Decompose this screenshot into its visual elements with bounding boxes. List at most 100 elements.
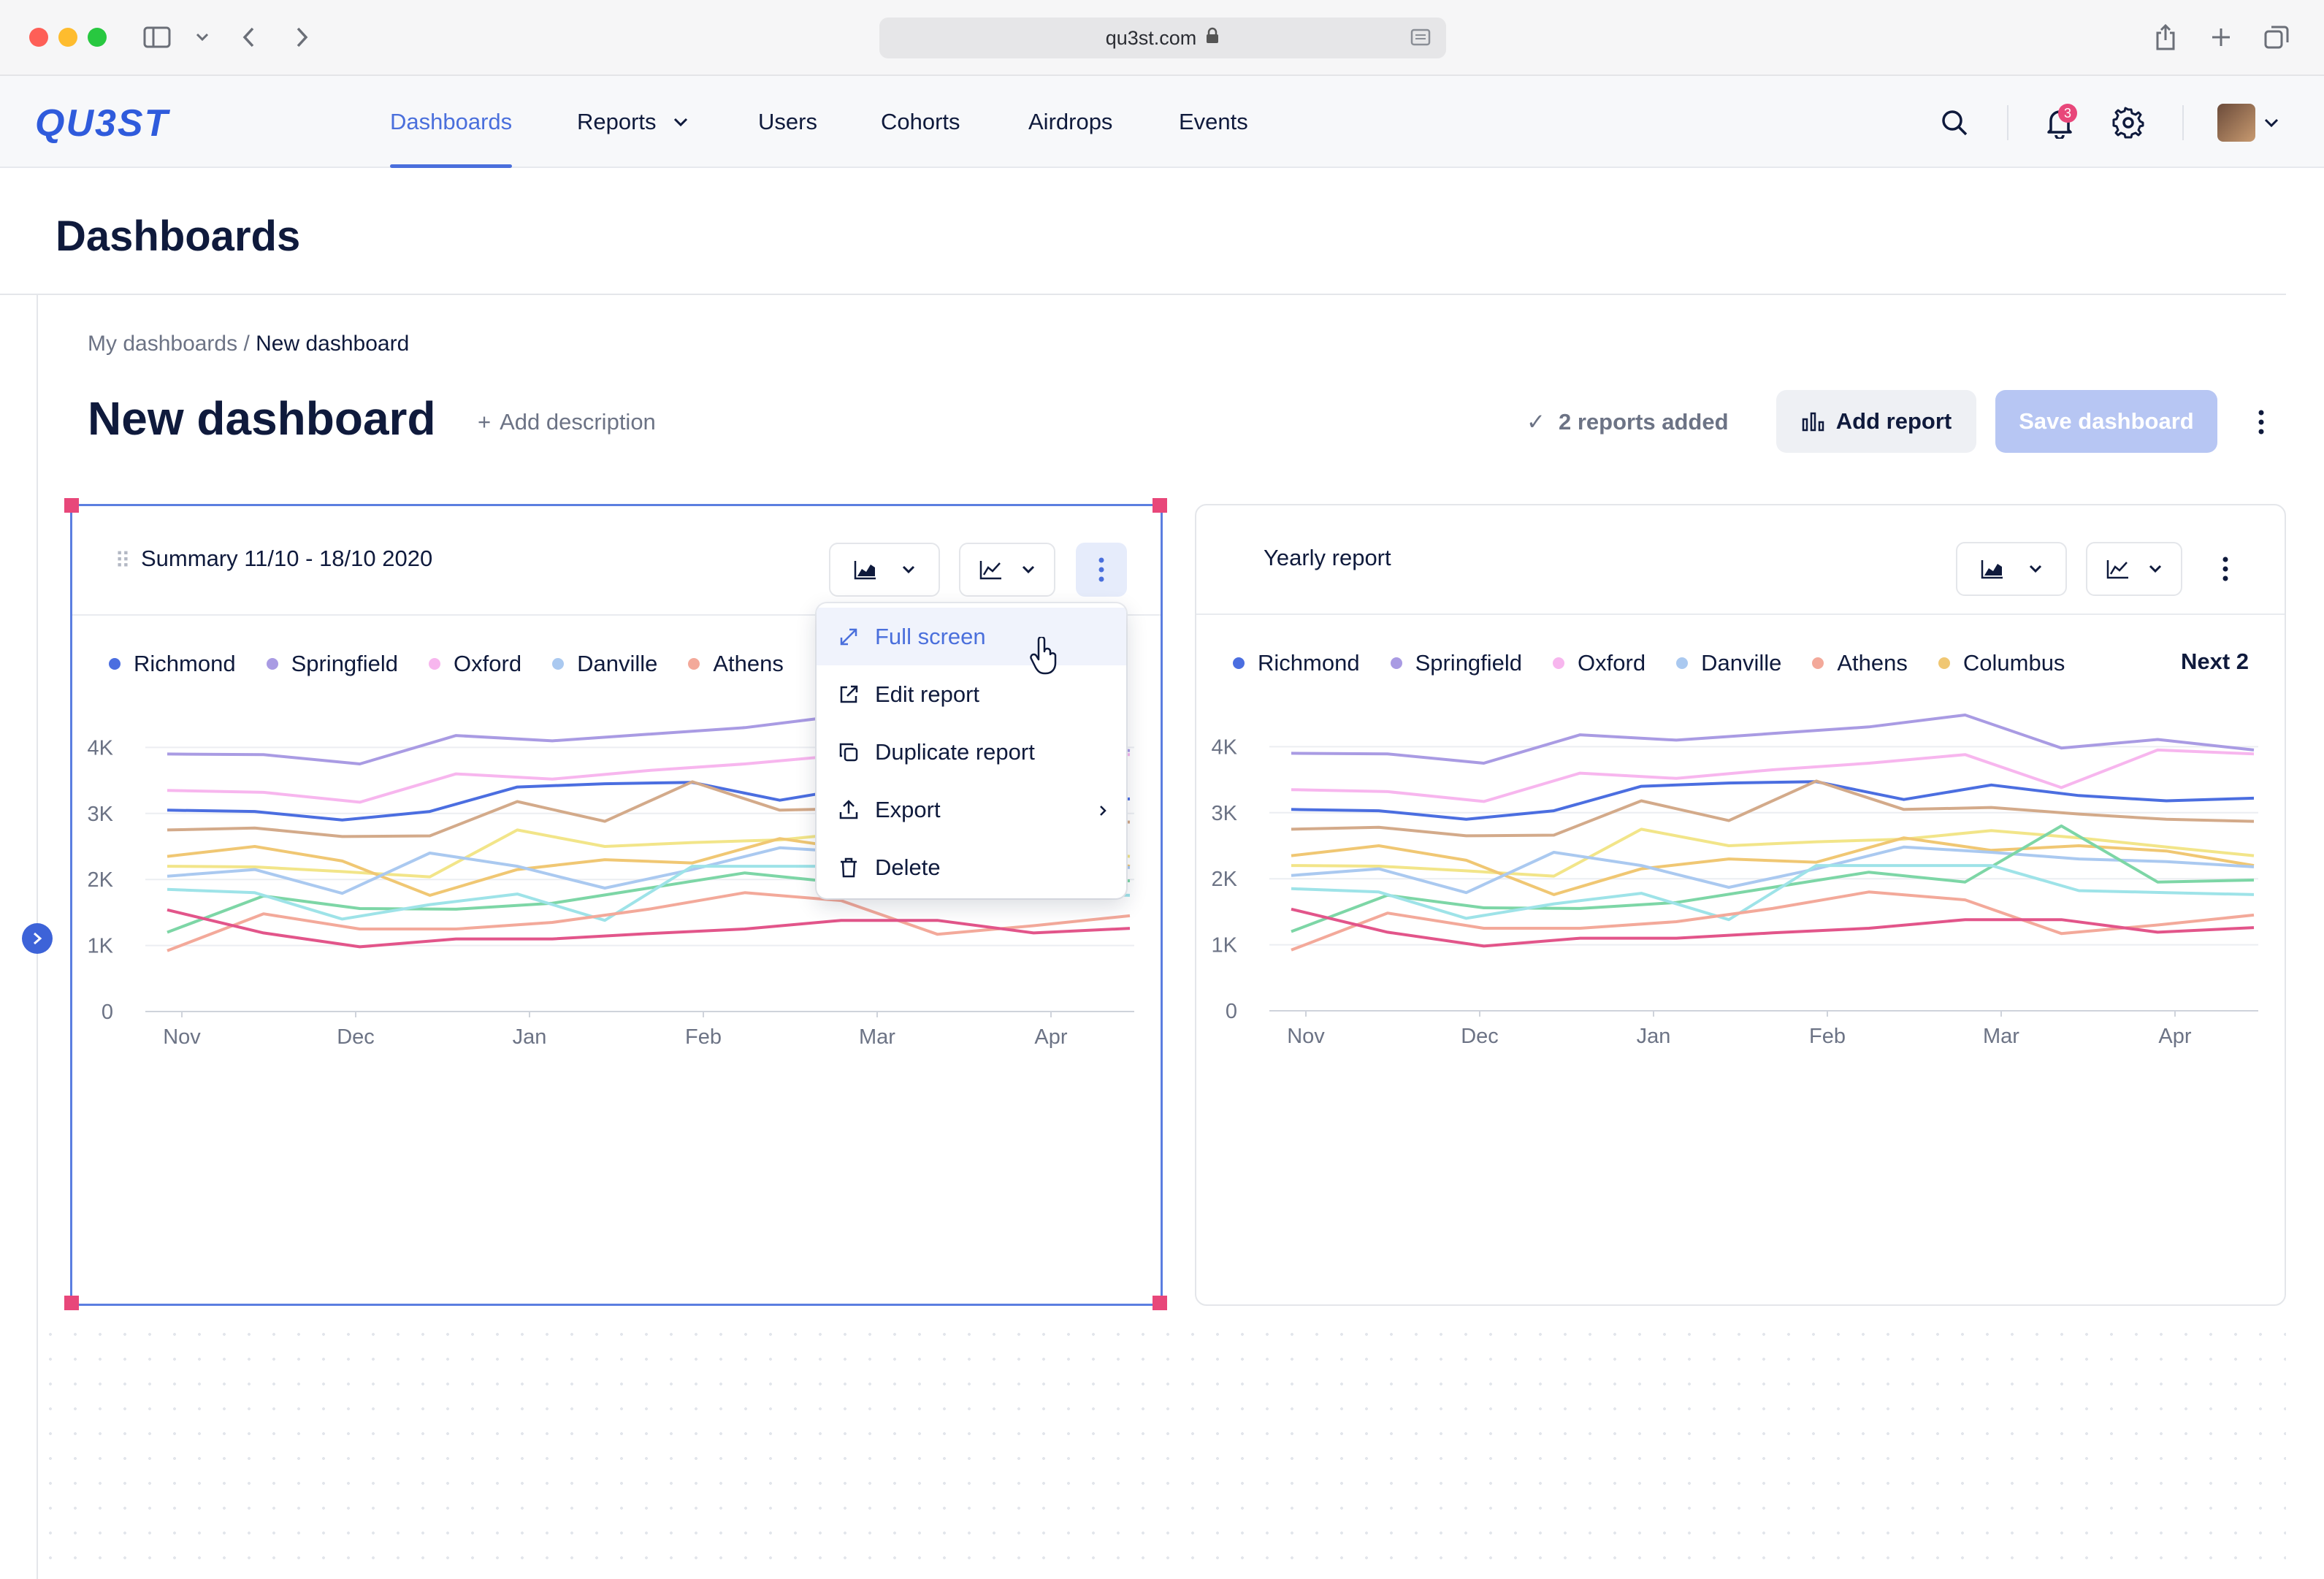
- tabs-overview-icon[interactable]: [2258, 19, 2295, 56]
- chart-type-select[interactable]: [829, 543, 940, 597]
- share-icon[interactable]: [2147, 19, 2184, 56]
- nav-users[interactable]: Users: [758, 76, 817, 168]
- report-card-yearly[interactable]: Yearly report Richmond Springfield Oxford D…: [1195, 504, 2286, 1306]
- menu-item-full-screen[interactable]: Full screen: [817, 608, 1126, 665]
- chevron-right-icon: [34, 932, 42, 945]
- settings-gear-icon[interactable]: [2108, 102, 2149, 143]
- card-more-options-icon[interactable]: [2200, 542, 2251, 596]
- nav-dashboards[interactable]: Dashboards: [390, 76, 513, 168]
- chart-style-select[interactable]: [959, 543, 1055, 597]
- search-icon[interactable]: [1934, 102, 1975, 143]
- series-line-8: [1291, 864, 2255, 922]
- legend-label: Richmond: [134, 651, 236, 676]
- legend-item[interactable]: Columbus: [1938, 650, 2065, 676]
- trash-icon: [836, 855, 862, 881]
- close-window-button[interactable]: [29, 28, 48, 47]
- tab-overview-chevron-icon[interactable]: [184, 19, 221, 56]
- x-tick-label: Nov: [163, 1025, 201, 1049]
- copy-icon: [836, 739, 862, 765]
- y-tick-label: 3K: [88, 803, 114, 826]
- legend-item[interactable]: Athens: [1812, 650, 1908, 676]
- nav-reports[interactable]: Reports: [577, 76, 689, 168]
- nav-divider: [2007, 105, 2008, 140]
- save-dashboard-label: Save dashboard: [2019, 408, 2194, 434]
- chevron-down-icon: [2149, 565, 2162, 573]
- back-icon[interactable]: [231, 19, 267, 56]
- line-chart-icon: [979, 561, 1001, 580]
- legend-item[interactable]: Danville: [552, 651, 657, 677]
- upload-icon: [836, 797, 862, 823]
- chart-type-select[interactable]: [1956, 542, 2067, 596]
- legend-dot: [552, 658, 565, 670]
- add-description-label: Add description: [500, 409, 656, 435]
- legend-next-button[interactable]: Next 2: [2181, 649, 2250, 674]
- notifications-bell-icon[interactable]: 3: [2039, 102, 2080, 143]
- chart-style-select[interactable]: [2086, 542, 2182, 596]
- menu-item-duplicate-report[interactable]: Duplicate report: [817, 723, 1126, 781]
- drag-handle-icon[interactable]: ⠿: [115, 549, 131, 573]
- dashboard-title[interactable]: New dashboard: [88, 392, 436, 445]
- save-dashboard-button[interactable]: Save dashboard: [1995, 390, 2217, 453]
- card-more-options-icon[interactable]: [1076, 543, 1127, 597]
- resize-handle[interactable]: [64, 498, 79, 513]
- legend-dot: [1676, 657, 1689, 669]
- app-logo[interactable]: QU3ST: [35, 95, 169, 152]
- lock-icon: [1205, 27, 1220, 50]
- legend-item[interactable]: Richmond: [109, 651, 236, 677]
- add-report-button[interactable]: Add report: [1776, 390, 1976, 453]
- legend-label: Springfield: [1415, 650, 1523, 676]
- dashboard-canvas-grid: [38, 1322, 2286, 1579]
- nav-airdrops[interactable]: Airdrops: [1028, 76, 1112, 168]
- minimize-window-button[interactable]: [58, 28, 77, 47]
- legend-dot: [688, 658, 700, 670]
- card-header: Yearly report: [1196, 505, 2285, 615]
- series-line-6: [1291, 845, 2255, 895]
- menu-item-delete[interactable]: Delete: [817, 838, 1126, 896]
- hand-pointer-cursor-icon: [1030, 637, 1057, 675]
- menu-item-export[interactable]: Export: [817, 781, 1126, 838]
- reader-icon[interactable]: [1402, 19, 1439, 56]
- legend-item[interactable]: Athens: [688, 651, 784, 677]
- resize-handle[interactable]: [1153, 498, 1167, 513]
- notification-badge: 3: [2058, 104, 2077, 123]
- chevron-right-icon: [1098, 797, 1107, 823]
- legend-label: Richmond: [1258, 650, 1360, 676]
- dashboard-more-options-icon[interactable]: [2244, 402, 2279, 443]
- forward-icon[interactable]: [283, 19, 320, 56]
- menu-item-edit-report[interactable]: Edit report: [817, 665, 1126, 723]
- nav-events[interactable]: Events: [1179, 76, 1248, 168]
- resize-handle[interactable]: [64, 1296, 79, 1310]
- new-tab-icon[interactable]: [2203, 19, 2239, 56]
- card-options-menu: Full screen Edit report Duplicate report…: [817, 603, 1126, 898]
- nav-cohorts[interactable]: Cohorts: [881, 76, 960, 168]
- legend-label: Oxford: [454, 651, 522, 676]
- nav-divider: [2182, 105, 2184, 140]
- legend-item[interactable]: Springfield: [266, 651, 399, 677]
- user-avatar[interactable]: [2217, 104, 2255, 142]
- sidebar-toggle-icon[interactable]: [139, 19, 175, 56]
- legend-item[interactable]: Danville: [1676, 650, 1781, 676]
- title-divider: [0, 294, 2286, 295]
- menu-item-label: Full screen: [875, 623, 986, 649]
- account-chevron-down-icon[interactable]: [2257, 102, 2286, 143]
- breadcrumb-parent[interactable]: My dashboards: [88, 332, 238, 356]
- legend-item[interactable]: Oxford: [1553, 650, 1645, 676]
- legend-item[interactable]: Springfield: [1390, 650, 1523, 676]
- legend-item[interactable]: Richmond: [1233, 650, 1360, 676]
- legend-dot: [1233, 657, 1245, 669]
- legend-label: Springfield: [291, 651, 399, 676]
- x-tick-label: Dec: [1461, 1025, 1499, 1048]
- legend-item[interactable]: Oxford: [429, 651, 521, 677]
- resize-handle[interactable]: [1153, 1296, 1167, 1310]
- x-tick-label: Feb: [1809, 1025, 1846, 1048]
- legend-dot: [109, 658, 121, 670]
- address-bar[interactable]: qu3st.com: [879, 18, 1446, 58]
- y-tick-label: 2K: [1212, 868, 1238, 891]
- x-tick-label: Nov: [1287, 1025, 1325, 1048]
- top-navigation: QU3ST Dashboards Reports Users Cohorts A…: [0, 76, 2324, 168]
- expand-sidebar-button[interactable]: [22, 923, 53, 954]
- menu-item-label: Edit report: [875, 681, 980, 707]
- add-description-button[interactable]: + Add description: [478, 409, 656, 435]
- zoom-window-button[interactable]: [88, 28, 107, 47]
- series-line-7: [1291, 824, 2255, 933]
